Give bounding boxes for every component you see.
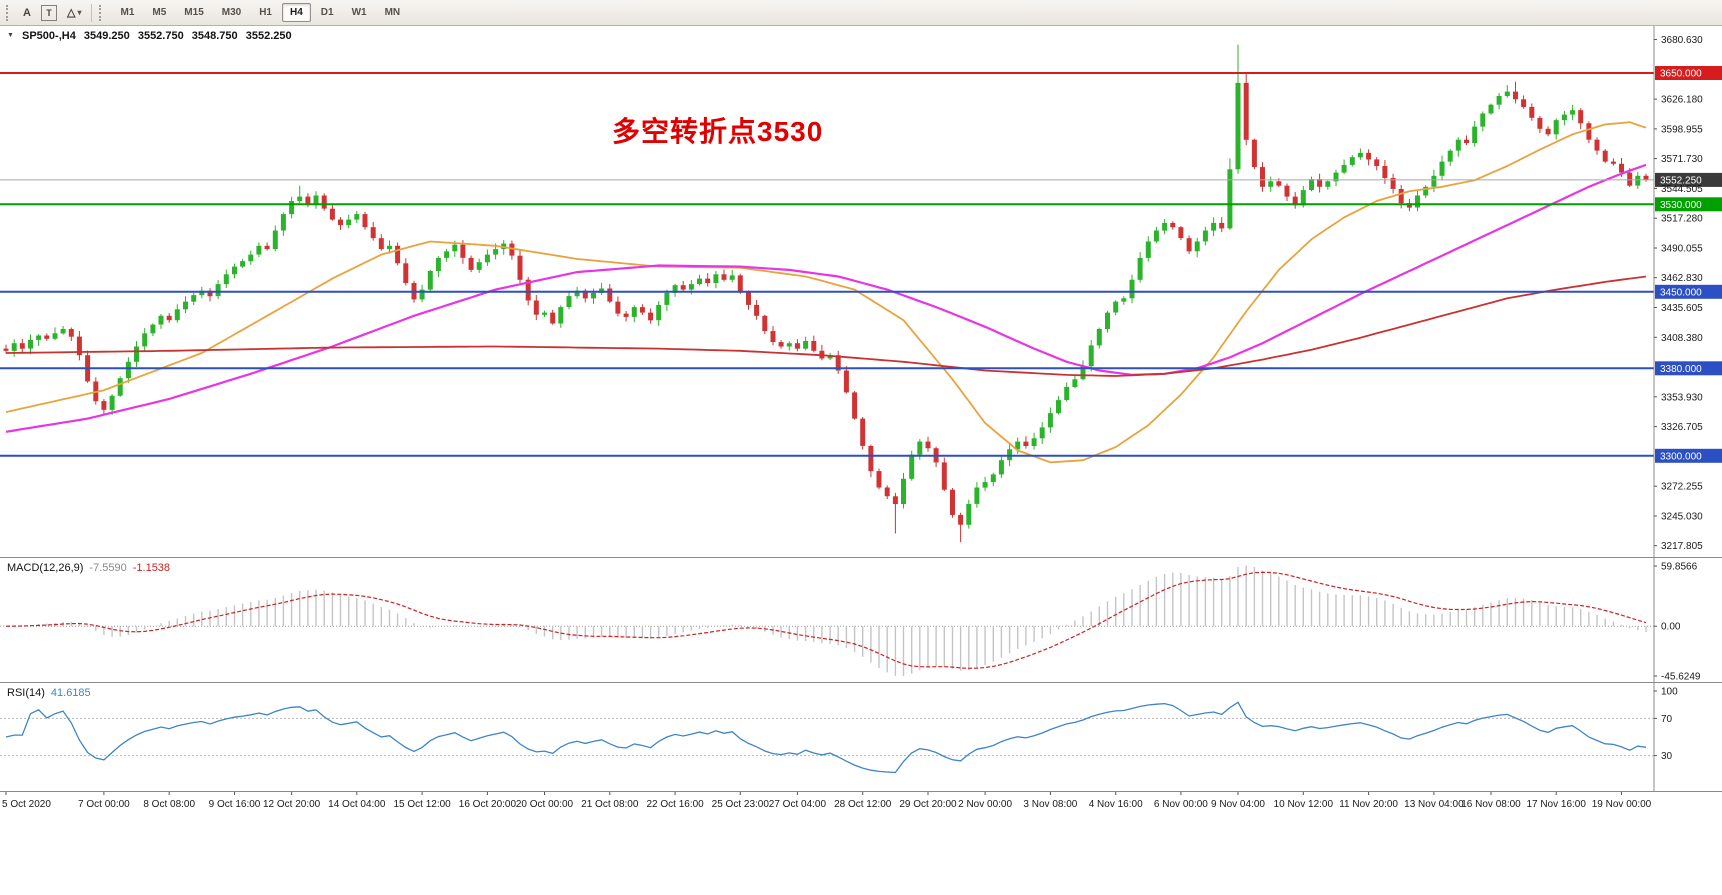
svg-text:3650.000: 3650.000	[1660, 69, 1702, 80]
svg-text:15 Oct 12:00: 15 Oct 12:00	[393, 799, 451, 810]
timeframe-toolbar: M1 M5 M15 M30 H1 H4 D1 W1 MN	[111, 3, 409, 22]
macd-signal-value: -1.1538	[132, 562, 171, 574]
timeframe-button-m5[interactable]: M5	[144, 3, 174, 22]
timeframe-toolbar-grip[interactable]	[99, 4, 105, 21]
svg-text:3272.255: 3272.255	[1661, 482, 1703, 493]
svg-text:10 Nov 12:00: 10 Nov 12:00	[1274, 799, 1334, 810]
symbol-period: SP500-,H4	[22, 30, 76, 42]
svg-text:3408.380: 3408.380	[1661, 333, 1703, 344]
svg-text:3598.955: 3598.955	[1661, 124, 1703, 135]
svg-text:9 Nov 04:00: 9 Nov 04:00	[1211, 799, 1265, 810]
svg-text:6 Nov 00:00: 6 Nov 00:00	[1154, 799, 1208, 810]
text-tool-button[interactable]: A	[18, 3, 36, 23]
svg-text:3380.000: 3380.000	[1660, 364, 1702, 375]
shapes-tool-button[interactable]: △ ▾	[62, 3, 86, 23]
chart-title: ▼ SP500-,H4 3549.250 3552.750 3548.750 3…	[7, 30, 297, 42]
symbol-marker-icon: ▼	[7, 32, 14, 39]
shapes-icon: △	[67, 7, 76, 19]
macd-label: MACD(12,26,9) -7.5590 -1.1538	[7, 562, 176, 574]
svg-text:100: 100	[1661, 687, 1678, 698]
svg-text:16 Nov 08:00: 16 Nov 08:00	[1461, 799, 1521, 810]
bottom-spacer	[0, 813, 1722, 895]
toolbar-grip[interactable]	[6, 4, 12, 21]
timeframe-button-d1[interactable]: D1	[313, 3, 342, 22]
svg-text:29 Oct 20:00: 29 Oct 20:00	[899, 799, 957, 810]
svg-text:3552.250: 3552.250	[1660, 175, 1702, 186]
svg-text:0.00: 0.00	[1661, 622, 1681, 633]
rsi-canvas[interactable]: 100 70 30	[0, 683, 1722, 791]
svg-text:3517.280: 3517.280	[1661, 214, 1703, 225]
svg-text:5 Oct 2020: 5 Oct 2020	[2, 799, 51, 810]
chart-area: 3680.630 3650.000 3626.180 3598.955 3571.730…	[0, 26, 1722, 895]
time-axis[interactable]: 5 Oct 2020 7 Oct 00:00 8 Oct 08:00 9 Oct 16…	[0, 791, 1722, 813]
ohlc-open: 3549.250	[83, 30, 130, 42]
svg-text:28 Oct 12:00: 28 Oct 12:00	[834, 799, 892, 810]
svg-text:3 Nov 08:00: 3 Nov 08:00	[1023, 799, 1077, 810]
svg-text:16 Oct 20:00: 16 Oct 20:00	[459, 799, 517, 810]
svg-text:3353.930: 3353.930	[1661, 392, 1703, 403]
svg-text:25 Oct 23:00: 25 Oct 23:00	[712, 799, 770, 810]
timeframe-button-m15[interactable]: M15	[176, 3, 211, 22]
svg-text:3544.505: 3544.505	[1661, 184, 1703, 195]
ohlc-high: 3552.750	[137, 30, 184, 42]
svg-text:13 Nov 04:00: 13 Nov 04:00	[1404, 799, 1464, 810]
svg-text:70: 70	[1661, 714, 1673, 725]
timeframe-button-w1[interactable]: W1	[344, 3, 375, 22]
svg-text:17 Nov 16:00: 17 Nov 16:00	[1526, 799, 1586, 810]
svg-text:3530.000: 3530.000	[1660, 200, 1702, 211]
svg-text:3326.705: 3326.705	[1661, 422, 1703, 433]
macd-canvas[interactable]: 59.8566 0.00 -45.6249	[0, 558, 1722, 682]
svg-text:2 Nov 00:00: 2 Nov 00:00	[958, 799, 1012, 810]
price-chart-canvas[interactable]: 3680.630 3650.000 3626.180 3598.955 3571.730…	[0, 26, 1722, 557]
svg-text:11 Nov 20:00: 11 Nov 20:00	[1339, 799, 1398, 810]
svg-text:3490.055: 3490.055	[1661, 244, 1703, 255]
svg-text:3462.830: 3462.830	[1661, 273, 1703, 284]
svg-text:3626.180: 3626.180	[1661, 95, 1703, 106]
svg-text:22 Oct 16:00: 22 Oct 16:00	[646, 799, 704, 810]
rsi-name: RSI(14)	[7, 687, 45, 699]
svg-text:12 Oct 20:00: 12 Oct 20:00	[263, 799, 321, 810]
svg-text:20 Oct 00:00: 20 Oct 00:00	[516, 799, 574, 810]
chevron-down-icon: ▾	[77, 8, 82, 17]
svg-text:19 Nov 00:00: 19 Nov 00:00	[1592, 799, 1652, 810]
svg-text:3300.000: 3300.000	[1660, 451, 1702, 462]
svg-text:-45.6249: -45.6249	[1661, 672, 1701, 683]
ohlc-close: 3552.250	[245, 30, 292, 42]
svg-text:3680.630: 3680.630	[1661, 35, 1703, 46]
text-label-tool-button[interactable]: T	[36, 3, 62, 23]
svg-text:3245.030: 3245.030	[1661, 512, 1703, 523]
svg-text:3450.000: 3450.000	[1660, 287, 1702, 298]
timeframe-button-m1[interactable]: M1	[112, 3, 142, 22]
svg-text:30: 30	[1661, 751, 1673, 762]
svg-text:27 Oct 04:00: 27 Oct 04:00	[769, 799, 827, 810]
timeframe-button-mn[interactable]: MN	[377, 3, 409, 22]
timeframe-button-h4[interactable]: H4	[282, 3, 311, 22]
rsi-value: 41.6185	[50, 687, 91, 699]
svg-text:3571.730: 3571.730	[1661, 154, 1703, 165]
svg-text:21 Oct 08:00: 21 Oct 08:00	[581, 799, 639, 810]
panel-splitter-macd[interactable]	[0, 557, 1722, 558]
timeframe-button-m30[interactable]: M30	[214, 3, 249, 22]
toolbar-separator	[91, 3, 93, 22]
annotation-text: 多空转折点3530	[612, 116, 824, 147]
rsi-label: RSI(14) 41.6185	[7, 687, 97, 699]
svg-text:3435.605: 3435.605	[1661, 303, 1703, 314]
svg-text:8 Oct 08:00: 8 Oct 08:00	[143, 799, 195, 810]
svg-text:3217.805: 3217.805	[1661, 541, 1703, 552]
timeframe-button-h1[interactable]: H1	[251, 3, 280, 22]
toolbar: A T △ ▾ M1 M5 M15 M30 H1 H4 D1 W1 MN	[0, 0, 1722, 26]
panel-splitter-rsi[interactable]	[0, 682, 1722, 683]
macd-main-value: -7.5590	[89, 562, 127, 574]
svg-text:9 Oct 16:00: 9 Oct 16:00	[209, 799, 261, 810]
svg-text:59.8566: 59.8566	[1661, 562, 1698, 573]
svg-text:7 Oct 00:00: 7 Oct 00:00	[78, 799, 130, 810]
ohlc-low: 3548.750	[191, 30, 238, 42]
svg-text:4 Nov 16:00: 4 Nov 16:00	[1089, 799, 1143, 810]
macd-name: MACD(12,26,9)	[7, 562, 84, 574]
text-label-icon: T	[41, 4, 57, 21]
svg-text:14 Oct 04:00: 14 Oct 04:00	[328, 799, 386, 810]
